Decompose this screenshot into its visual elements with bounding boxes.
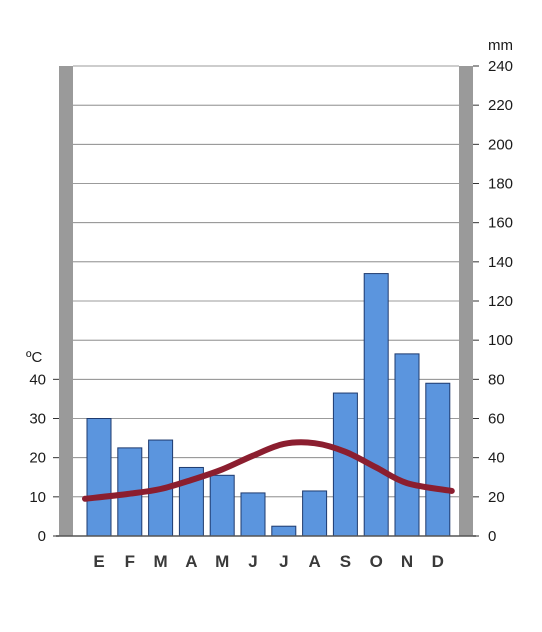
category-label: M — [215, 552, 229, 571]
left-axis-unit: ºC — [26, 349, 42, 366]
category-label: O — [370, 552, 383, 571]
category-label: J — [279, 552, 288, 571]
right-tick-label: 140 — [488, 254, 513, 271]
precipitation-bars — [86, 273, 451, 537]
category-label: S — [340, 552, 351, 571]
right-tick-label: 120 — [488, 293, 513, 310]
right-tick-label: 160 — [488, 215, 513, 232]
precip-bar — [240, 492, 266, 537]
precip-bar — [394, 353, 420, 537]
precip-bar — [425, 382, 451, 537]
right-tick-label: 20 — [488, 489, 505, 506]
precip-bar — [363, 273, 389, 537]
category-label: D — [432, 552, 444, 571]
category-label: E — [93, 552, 104, 571]
precip-bar — [209, 474, 235, 537]
precip-bar — [271, 525, 297, 537]
category-label: A — [185, 552, 197, 571]
right-tick-label: 200 — [488, 136, 513, 153]
right-tick-label: 180 — [488, 176, 513, 193]
category-label: F — [125, 552, 135, 571]
left-frame-bar — [59, 66, 73, 536]
temperature-line — [82, 439, 455, 502]
left-axis-ticks: 0 10 20 30 40 — [29, 371, 59, 545]
category-label: M — [154, 552, 168, 571]
left-tick-label: 10 — [29, 489, 46, 506]
category-label: A — [308, 552, 320, 571]
right-tick-label: 240 — [488, 58, 513, 75]
precip-bar — [86, 418, 112, 537]
category-label: N — [401, 552, 413, 571]
right-axis-ticks: 0 20 40 60 80 100 120 140 160 180 200 220 240 — [473, 58, 513, 545]
right-tick-label: 220 — [488, 97, 513, 114]
left-tick-label: 40 — [29, 371, 46, 388]
right-tick-label: 80 — [488, 371, 505, 388]
right-tick-label: 40 — [488, 450, 505, 467]
right-axis-unit: mm — [488, 37, 513, 54]
precip-bar — [332, 392, 358, 537]
right-tick-label: 100 — [488, 332, 513, 349]
left-tick-label: 0 — [38, 528, 46, 545]
left-tick-label: 20 — [29, 450, 46, 467]
precip-bar — [302, 490, 328, 537]
category-label: J — [248, 552, 257, 571]
right-tick-label: 0 — [488, 528, 496, 545]
left-tick-label: 30 — [29, 411, 46, 428]
right-tick-label: 60 — [488, 411, 505, 428]
right-frame-bar — [459, 66, 473, 536]
